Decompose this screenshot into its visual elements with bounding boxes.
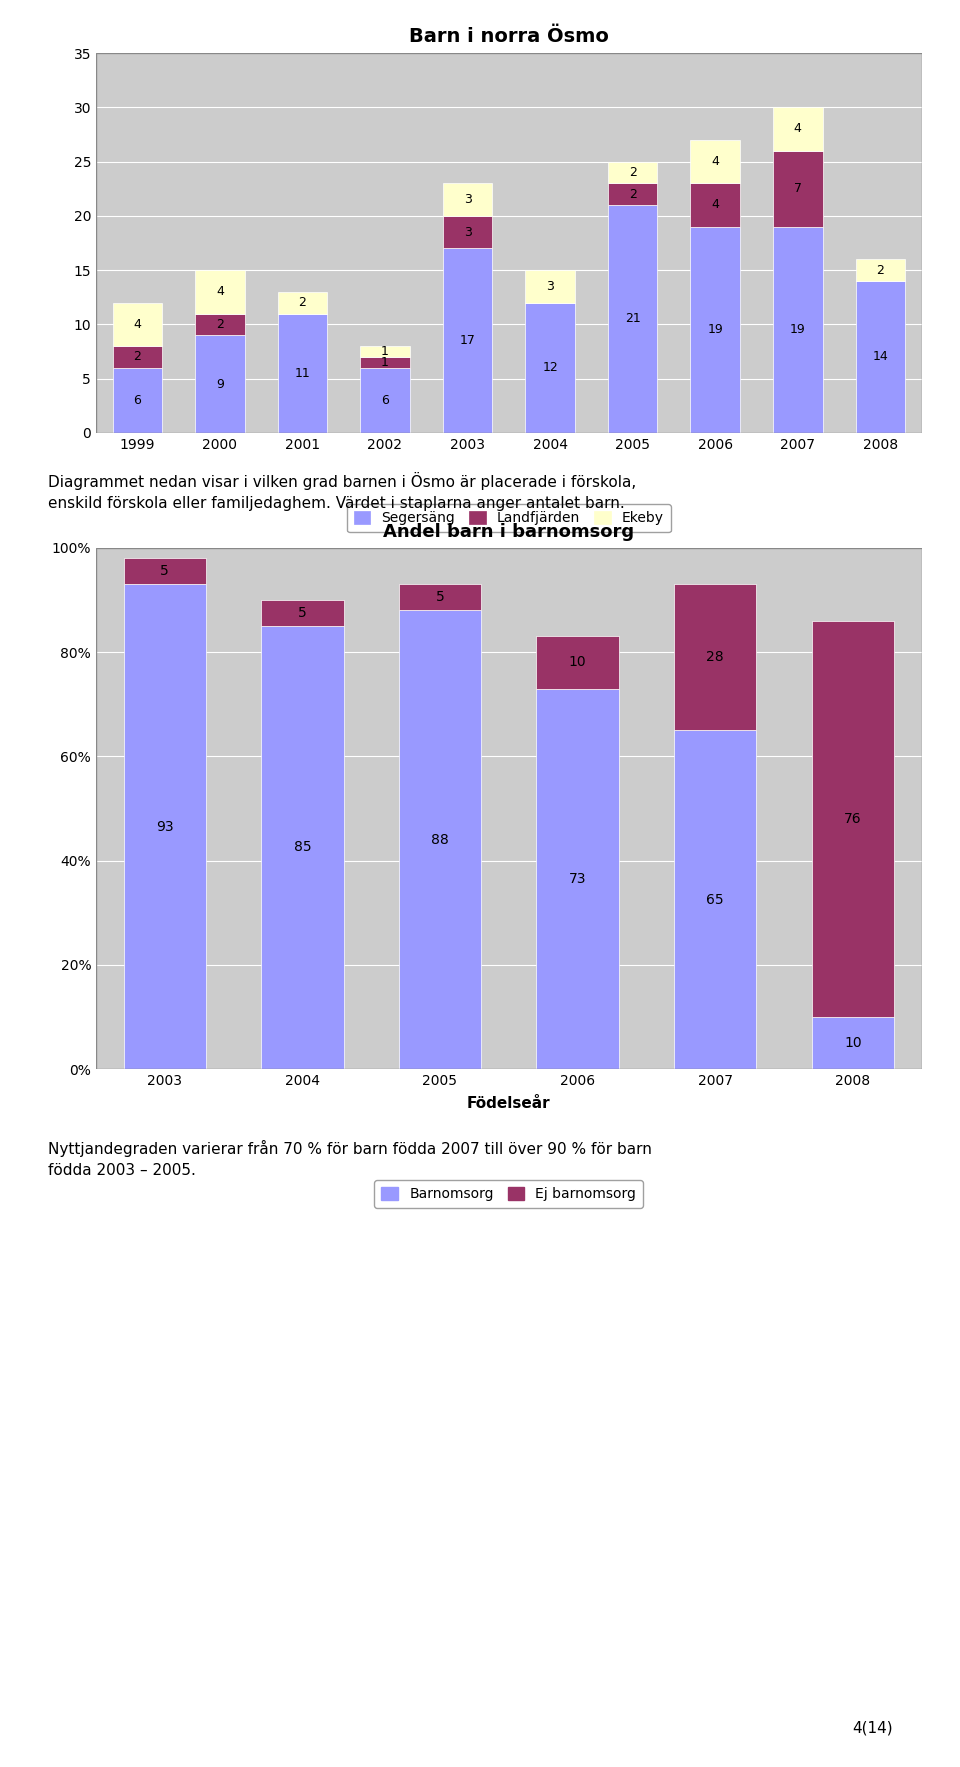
Bar xyxy=(690,226,740,433)
Bar xyxy=(277,313,327,433)
Text: 3: 3 xyxy=(464,226,471,239)
Text: 2: 2 xyxy=(629,187,636,201)
Text: 3: 3 xyxy=(464,193,471,207)
Text: 4: 4 xyxy=(216,284,224,299)
Text: 65: 65 xyxy=(707,892,724,906)
Text: 10: 10 xyxy=(568,656,587,670)
Text: 4: 4 xyxy=(133,318,141,330)
Bar xyxy=(855,260,905,281)
Bar xyxy=(690,140,740,184)
Text: 9: 9 xyxy=(216,378,224,391)
Text: 6: 6 xyxy=(381,394,389,406)
Bar xyxy=(277,292,327,313)
Bar xyxy=(674,730,756,1069)
Legend: Barnomsorg, Ej barnomsorg: Barnomsorg, Ej barnomsorg xyxy=(374,1180,643,1209)
Bar xyxy=(443,216,492,249)
Bar xyxy=(360,346,410,357)
Text: 2: 2 xyxy=(216,318,224,330)
Bar xyxy=(443,249,492,433)
Text: 2: 2 xyxy=(133,350,141,364)
Bar xyxy=(124,585,206,1069)
Bar xyxy=(525,302,575,433)
Bar xyxy=(96,53,922,433)
Text: 3: 3 xyxy=(546,279,554,293)
Bar xyxy=(195,270,245,313)
Bar xyxy=(261,626,344,1069)
Bar xyxy=(674,585,756,730)
Bar xyxy=(855,281,905,433)
Title: Andel barn i barnomsorg: Andel barn i barnomsorg xyxy=(383,523,635,541)
Text: 93: 93 xyxy=(156,820,174,834)
Text: 2: 2 xyxy=(876,263,884,277)
Bar xyxy=(398,585,481,610)
Bar xyxy=(112,346,162,368)
Text: 19: 19 xyxy=(790,323,805,336)
Bar xyxy=(195,313,245,336)
Text: Diagrammet nedan visar i vilken grad barnen i Ösmo är placerade i förskola,
ensk: Diagrammet nedan visar i vilken grad bar… xyxy=(48,472,636,511)
Text: 4(14): 4(14) xyxy=(852,1721,893,1735)
Text: 14: 14 xyxy=(873,350,888,364)
Text: 21: 21 xyxy=(625,313,640,325)
Text: Nyttjandegraden varierar från 70 % för barn födda 2007 till över 90 % för barn
f: Nyttjandegraden varierar från 70 % för b… xyxy=(48,1140,652,1179)
Bar xyxy=(96,548,922,1069)
X-axis label: Födelseår: Födelseår xyxy=(467,1096,551,1111)
Bar xyxy=(537,689,619,1069)
Text: 2: 2 xyxy=(299,297,306,309)
Text: 5: 5 xyxy=(298,606,307,620)
Bar xyxy=(360,357,410,368)
Bar xyxy=(773,226,823,433)
Text: 88: 88 xyxy=(431,832,449,846)
Text: 4: 4 xyxy=(794,122,802,136)
Text: 4: 4 xyxy=(711,198,719,212)
Text: 5: 5 xyxy=(436,590,444,604)
Text: 85: 85 xyxy=(294,841,311,855)
Bar xyxy=(195,336,245,433)
Text: 76: 76 xyxy=(844,811,862,825)
Bar xyxy=(608,184,658,205)
Text: 17: 17 xyxy=(460,334,475,346)
Text: 11: 11 xyxy=(295,368,310,380)
Text: 28: 28 xyxy=(707,650,724,664)
Bar xyxy=(608,205,658,433)
Text: 6: 6 xyxy=(133,394,141,406)
Bar xyxy=(773,150,823,226)
Text: 12: 12 xyxy=(542,360,558,375)
Text: 7: 7 xyxy=(794,182,802,194)
Bar xyxy=(360,368,410,433)
Title: Barn i norra Ösmo: Barn i norra Ösmo xyxy=(409,27,609,46)
Bar xyxy=(690,184,740,226)
Bar xyxy=(773,108,823,150)
Text: 73: 73 xyxy=(569,871,587,885)
Text: 1: 1 xyxy=(381,345,389,359)
Bar xyxy=(261,601,344,626)
Bar xyxy=(811,620,894,1018)
Text: 5: 5 xyxy=(160,564,169,578)
Bar xyxy=(124,558,206,585)
Text: 1: 1 xyxy=(381,355,389,369)
Bar xyxy=(112,302,162,346)
Bar xyxy=(525,270,575,302)
Text: 19: 19 xyxy=(708,323,723,336)
Bar xyxy=(537,636,619,689)
Bar xyxy=(112,368,162,433)
Bar xyxy=(811,1018,894,1069)
Text: 4: 4 xyxy=(711,155,719,168)
Legend: Segersäng, Landfjärden, Ekeby: Segersäng, Landfjärden, Ekeby xyxy=(347,504,671,532)
Bar xyxy=(443,184,492,216)
Text: 2: 2 xyxy=(629,166,636,178)
Text: 10: 10 xyxy=(844,1035,862,1050)
Bar xyxy=(608,161,658,184)
Bar xyxy=(398,610,481,1069)
